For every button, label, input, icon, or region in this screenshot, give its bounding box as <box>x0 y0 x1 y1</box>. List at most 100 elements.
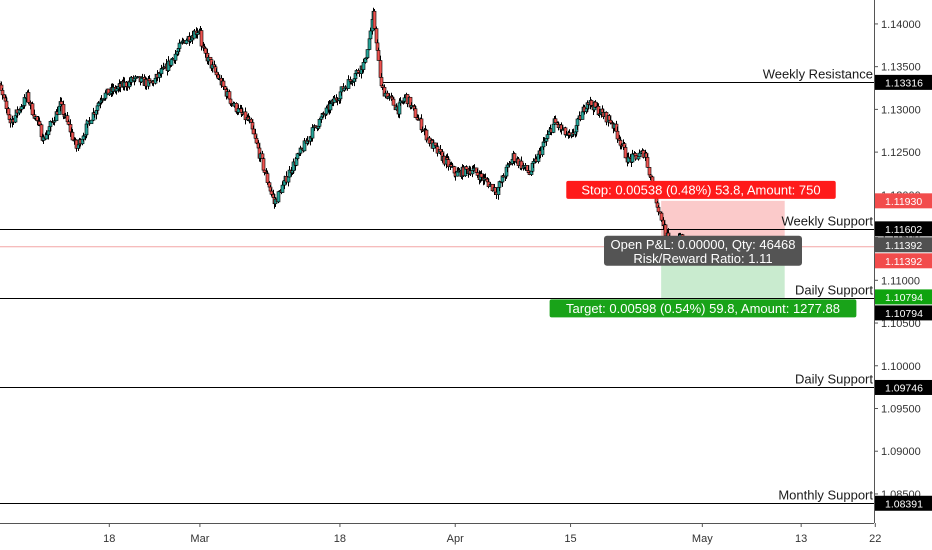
tag-target-text: 1.10794 <box>885 292 923 304</box>
y-tick-label-6: 1.11000 <box>881 275 920 287</box>
x-tick-label-2: 18 <box>334 533 346 545</box>
stop-label-bg <box>566 180 836 199</box>
candle-body-425 <box>575 118 580 126</box>
candle-body-467 <box>633 153 638 157</box>
candle-body-162 <box>214 71 219 76</box>
candle-body-135 <box>177 42 182 49</box>
candle-body-6 <box>0 90 5 96</box>
x-tick-label-0: 18 <box>103 533 115 545</box>
candle-body-33 <box>37 121 42 126</box>
tag-entry: 1.11392 <box>875 237 932 253</box>
candle-body-210 <box>280 184 285 193</box>
candle-body-207 <box>276 191 281 203</box>
candle-body-226 <box>302 140 307 152</box>
candle-body-199 <box>265 173 270 183</box>
candle-body-465 <box>630 153 635 163</box>
stop-label-text: Stop: 0.00538 (0.48%) 53.8, Amount: 750 <box>581 182 820 197</box>
y-tick-label-2: 1.13000 <box>881 104 921 116</box>
tag-target: 1.10794 <box>875 289 932 305</box>
y-tick-label-10: 1.09000 <box>881 446 921 458</box>
candle-body-189 <box>251 128 256 135</box>
y-tick-label-9: 1.09500 <box>881 403 921 415</box>
tag-weekly-support-bg <box>875 221 932 237</box>
level-label-0: Weekly Resistance <box>763 67 873 82</box>
candle-body-41 <box>48 120 53 127</box>
tag-daily-support-1-text: 1.10794 <box>885 308 923 320</box>
tag-weekly-support-text: 1.11602 <box>885 224 922 236</box>
candle-body-71 <box>89 119 94 125</box>
candle-body-151 <box>199 30 204 47</box>
x-tick-label-5: May <box>692 533 713 545</box>
candle-body-299 <box>402 97 407 102</box>
y-tick-label-1: 1.13500 <box>881 62 921 74</box>
candle-body-374 <box>505 164 510 168</box>
candle-body-9 <box>4 100 9 109</box>
candle-body-65 <box>81 135 86 140</box>
candle-body-476 <box>645 157 650 168</box>
candle-body-25 <box>26 92 31 103</box>
level-label-4: Monthly Support <box>778 488 873 503</box>
candle-body-449 <box>608 119 613 124</box>
pnl-info-bg <box>604 235 802 266</box>
tag-target-bg <box>875 289 932 305</box>
target-label-bg <box>549 299 857 318</box>
candle-body-38 <box>44 134 49 140</box>
candle-body-197 <box>262 169 267 173</box>
target-label: Target: 0.00598 (0.54%) 59.8, Amount: 12… <box>549 299 857 318</box>
candle-body-122 <box>159 68 164 75</box>
x-tick-label-6: 13 <box>795 533 807 545</box>
time-axis-bg <box>0 523 874 550</box>
candle-body-20 <box>19 106 24 110</box>
tag-monthly-support: 1.08391 <box>875 495 932 511</box>
tag-daily-support-2-bg <box>875 379 932 395</box>
tag-entry-text: 1.11392 <box>885 240 922 252</box>
level-label-3: Daily Support <box>795 372 873 387</box>
x-tick-label-4: 15 <box>564 533 576 545</box>
pnl-info-line1: Open P&L: 0.00000, Qty: 46468 <box>610 237 795 252</box>
pnl-info-line2: Risk/Reward Ratio: 1.11 <box>633 251 772 266</box>
y-tick-label-8: 1.10000 <box>881 361 921 373</box>
candle-body-273 <box>367 38 372 50</box>
tag-weekly-support: 1.11602 <box>875 221 932 237</box>
tag-weekly-resistance-bg <box>875 74 932 90</box>
level-lines <box>0 82 874 504</box>
candle-body-54 <box>66 121 71 125</box>
candle-body-469 <box>636 156 641 160</box>
candle-body-486 <box>659 212 664 221</box>
level-label-2: Daily Support <box>795 283 873 298</box>
tag-monthly-support-bg <box>875 495 932 511</box>
candlestick-series <box>0 7 697 251</box>
tag-daily-support-1: 1.10794 <box>875 305 932 321</box>
x-tick-label-1: Mar <box>190 533 209 545</box>
candle-body-460 <box>623 147 628 159</box>
candle-body-325 <box>438 148 443 153</box>
candle-body-419 <box>567 132 572 136</box>
candle-body-245 <box>328 103 333 111</box>
candle-body-269 <box>361 62 366 70</box>
candle-body-57 <box>70 132 75 141</box>
candle-body-232 <box>310 127 315 139</box>
candle-body-409 <box>553 118 558 124</box>
level-label-1: Weekly Support <box>781 214 873 229</box>
candle-body-49 <box>59 101 64 105</box>
candle-body-403 <box>545 134 550 139</box>
candle-body-470 <box>637 152 642 158</box>
candle-body-454 <box>615 130 620 140</box>
tag-monthly-support-text: 1.08391 <box>885 498 923 510</box>
candle-body-172 <box>228 98 233 104</box>
candle-body-407 <box>551 123 556 133</box>
y-tick-label-3: 1.12500 <box>881 147 921 159</box>
tag-daily-support-2: 1.09746 <box>875 379 932 395</box>
candle-body-272 <box>365 49 370 58</box>
candle-body-76 <box>96 102 101 107</box>
tag-stop-text: 1.11930 <box>885 196 922 208</box>
price-axis: 1.140001.135001.130001.125001.120001.115… <box>874 0 932 550</box>
candle-body-477 <box>647 167 652 176</box>
candle-body-44 <box>52 120 57 123</box>
candle-body-237 <box>317 119 322 127</box>
stop-label: Stop: 0.00538 (0.48%) 53.8, Amount: 750 <box>566 180 836 199</box>
candle-body-81 <box>103 92 108 99</box>
candle-body-75 <box>95 105 100 111</box>
candle-body-140 <box>184 39 189 44</box>
